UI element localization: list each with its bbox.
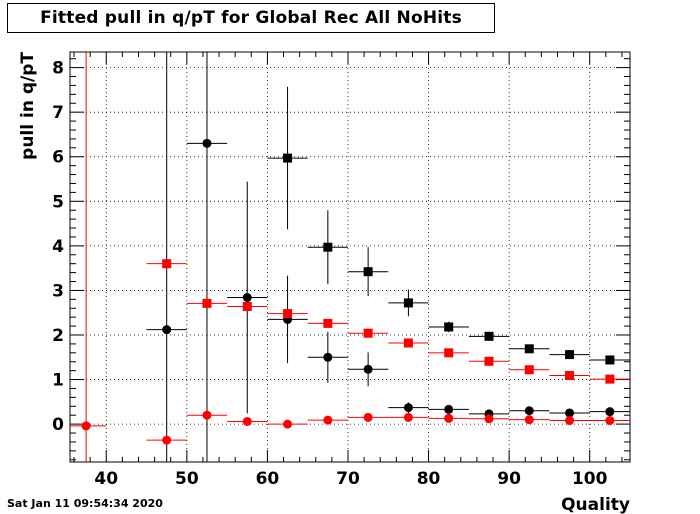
data-point-square xyxy=(524,344,534,354)
axes: 40 50 60 70 80 90 100 0 1 2 3 4 5 6 7 8 xyxy=(52,52,630,489)
data-point-square xyxy=(403,298,413,308)
data-point-circle xyxy=(202,410,212,420)
data-point-circle xyxy=(202,138,212,148)
data-point-square xyxy=(484,356,494,366)
data-point-square xyxy=(323,242,333,252)
data-point-square xyxy=(283,309,293,319)
data-point-circle xyxy=(484,414,494,424)
data-point-square xyxy=(162,259,172,269)
data-point-circle xyxy=(323,415,333,425)
plot-frame xyxy=(69,51,631,463)
x-tick-label: 50 xyxy=(175,469,199,489)
data-point-circle xyxy=(565,416,575,426)
y-tick-label: 7 xyxy=(52,103,64,123)
data-point-circle xyxy=(444,404,454,414)
data-point-circle xyxy=(162,435,172,445)
data-point-square xyxy=(565,350,575,360)
y-tick-label: 3 xyxy=(52,281,64,301)
data-point-circle xyxy=(444,413,454,423)
data-point-circle xyxy=(81,421,91,431)
data-point-circle xyxy=(605,416,615,426)
chart-title-box: Fitted pull in q/pT for Global Rec All N… xyxy=(7,3,495,33)
x-tick-label: 80 xyxy=(417,469,441,489)
data-point-circle xyxy=(162,325,172,335)
data-point-square xyxy=(323,318,333,328)
y-tick-label: 1 xyxy=(52,371,64,391)
data-point-circle xyxy=(565,408,575,418)
data-point-circle xyxy=(524,406,534,416)
y-tick-label: 2 xyxy=(52,326,64,346)
y-tick-label: 6 xyxy=(52,148,64,168)
x-tick-label: 40 xyxy=(94,469,118,489)
y-axis-title: pull in q/pT xyxy=(18,52,38,160)
y-tick-label: 5 xyxy=(52,192,64,212)
y-tick-label: 4 xyxy=(52,237,64,257)
y-tick-label: 0 xyxy=(52,415,64,435)
data-point-square xyxy=(403,338,413,348)
chart-title: Fitted pull in q/pT for Global Rec All N… xyxy=(40,8,462,28)
x-tick-label: 60 xyxy=(256,469,280,489)
x-tick-label: 90 xyxy=(497,469,521,489)
data-point-circle xyxy=(242,416,252,426)
x-axis-title: Quality xyxy=(561,495,630,514)
data-point-square xyxy=(565,371,575,381)
x-tick-label: 70 xyxy=(336,469,360,489)
timestamp-label: Sat Jan 11 09:54:34 2020 xyxy=(7,497,163,510)
data-point-square xyxy=(444,322,454,332)
data-point-circle xyxy=(242,293,252,303)
data-point-square xyxy=(444,348,454,358)
data-point-circle xyxy=(403,412,413,422)
data-point-square xyxy=(242,301,252,311)
y-tick-label: 8 xyxy=(52,59,64,79)
data-point-square xyxy=(283,153,293,163)
x-tick-label: 100 xyxy=(572,469,608,489)
data-point-square xyxy=(605,355,615,365)
data-point-circle xyxy=(323,352,333,362)
data-marks xyxy=(70,52,630,462)
data-point-square xyxy=(524,365,534,375)
data-point-circle xyxy=(363,364,373,374)
data-point-square xyxy=(484,331,494,341)
data-point-circle xyxy=(605,407,615,417)
data-point-circle xyxy=(363,412,373,422)
data-point-circle xyxy=(283,419,293,429)
data-point-square xyxy=(605,374,615,384)
data-point-square xyxy=(202,298,212,308)
data-point-circle xyxy=(524,415,534,425)
data-point-square xyxy=(363,328,373,338)
data-point-circle xyxy=(403,403,413,413)
data-point-square xyxy=(363,267,373,277)
grid-lines xyxy=(70,52,630,462)
